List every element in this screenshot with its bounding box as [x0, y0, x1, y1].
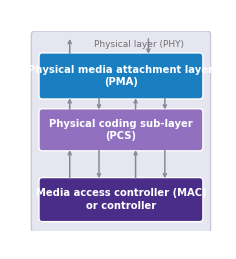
- Text: Media access controller (MAC)
or controller: Media access controller (MAC) or control…: [36, 188, 206, 211]
- Text: Physical layer (PHY): Physical layer (PHY): [94, 40, 184, 48]
- FancyBboxPatch shape: [39, 53, 203, 99]
- FancyBboxPatch shape: [31, 31, 211, 233]
- FancyBboxPatch shape: [39, 178, 203, 222]
- Text: Physical media attachment layer
(PMA): Physical media attachment layer (PMA): [29, 65, 213, 87]
- Text: Physical coding sub-layer
(PCS): Physical coding sub-layer (PCS): [49, 119, 193, 141]
- FancyBboxPatch shape: [39, 109, 203, 151]
